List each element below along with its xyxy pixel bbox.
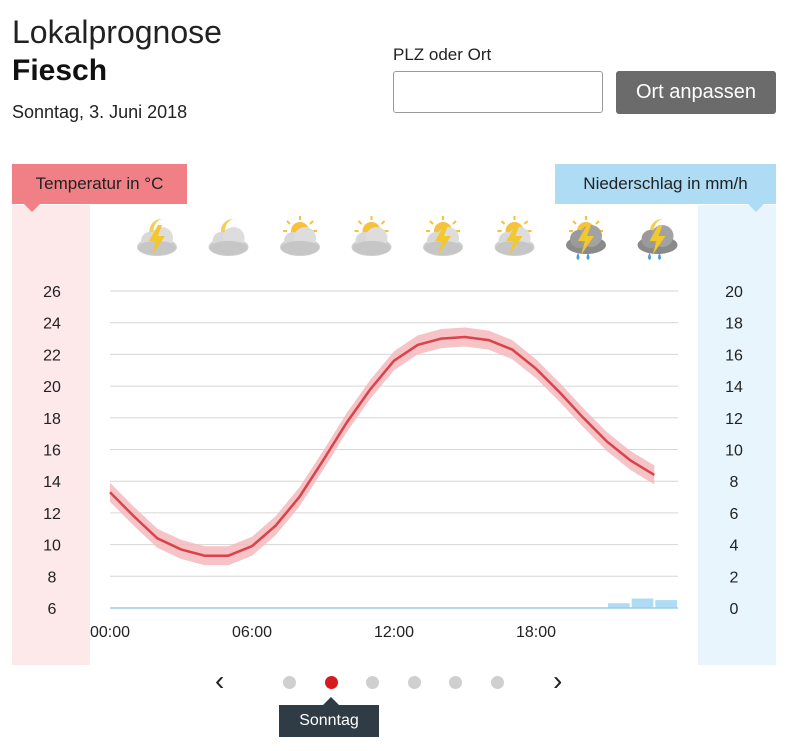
sun-cloud-thunder-icon <box>494 215 535 256</box>
temperature-tick-label: 6 <box>48 601 57 618</box>
precipitation-bar <box>631 598 654 608</box>
time-tick-labels: 00:00 06:00 12:00 18:00 <box>90 624 556 641</box>
sun-cloud-icon <box>351 215 392 256</box>
temperature-tick-label: 22 <box>43 347 61 364</box>
precipitation-bars <box>608 598 677 608</box>
sun-cloud-icon <box>280 215 320 256</box>
precipitation-tick-label: 8 <box>730 474 739 491</box>
day-dot[interactable] <box>449 676 462 689</box>
night-cloud-icon <box>208 218 249 256</box>
temperature-tick-labels: 26 24 22 20 18 16 14 12 10 8 6 <box>43 284 61 618</box>
precipitation-bar <box>608 603 630 608</box>
temperature-range-band <box>110 327 655 566</box>
location-name: Fiesch <box>12 54 108 87</box>
time-tick-label: 12:00 <box>374 624 414 641</box>
time-tick-label: 06:00 <box>232 624 272 641</box>
precipitation-tick-label: 12 <box>725 411 743 428</box>
day-dot[interactable] <box>407 676 421 689</box>
ort-anpassen-button[interactable]: Ort anpassen <box>616 71 776 114</box>
day-tooltip-pointer <box>323 697 339 705</box>
chart-gridlines <box>110 290 678 577</box>
time-tick-label: 00:00 <box>90 624 130 641</box>
prev-day-arrow[interactable]: ‹ <box>215 665 225 696</box>
temperature-line <box>109 335 655 557</box>
day-dot[interactable] <box>324 676 338 689</box>
precipitation-tick-label: 20 <box>725 284 743 301</box>
precipitation-tick-label: 6 <box>730 506 739 523</box>
precipitation-axis-tag: Niederschlag in mm/h <box>555 164 776 204</box>
precipitation-tag-pointer <box>748 204 764 212</box>
temperature-tick-label: 8 <box>48 569 57 586</box>
night-cloud-thunder-rain-icon <box>637 218 678 260</box>
temperature-tick-label: 18 <box>43 411 61 428</box>
temperature-axis-band <box>12 205 90 665</box>
temperature-tick-label: 10 <box>43 538 61 555</box>
day-dot[interactable] <box>283 676 296 689</box>
precipitation-tick-label: 16 <box>725 347 743 364</box>
precipitation-tick-label: 4 <box>730 538 739 555</box>
precipitation-tick-label: 2 <box>730 569 739 586</box>
temperature-tick-label: 26 <box>43 284 61 301</box>
temperature-tick-label: 12 <box>43 506 61 523</box>
temperature-axis-tag: Temperatur in °C <box>12 164 187 204</box>
temperature-tag-pointer <box>24 204 40 212</box>
sun-cloud-thunder-icon <box>423 215 463 256</box>
precipitation-tick-label: 0 <box>730 601 739 618</box>
night-cloud-thunder-icon <box>137 218 177 256</box>
temperature-tick-label: 24 <box>43 316 61 333</box>
forecast-date: Sonntag, 3. Juni 2018 <box>12 102 188 122</box>
day-tooltip: Sonntag <box>279 705 379 737</box>
temperature-tick-label: 16 <box>43 443 61 460</box>
plz-label: PLZ oder Ort <box>393 45 492 64</box>
precipitation-axis-band <box>698 205 776 665</box>
next-day-arrow[interactable]: › <box>553 665 563 696</box>
precipitation-tick-label: 14 <box>725 379 743 396</box>
weather-icon-row <box>137 215 678 260</box>
day-dot[interactable] <box>366 676 379 689</box>
sun-cloud-thunder-rain-icon <box>566 215 606 260</box>
plz-input[interactable] <box>393 71 603 113</box>
time-tick-label: 18:00 <box>516 624 556 641</box>
precipitation-bar <box>655 600 677 608</box>
precipitation-tick-label: 18 <box>725 316 743 333</box>
page-title: Lokalprognose <box>12 14 222 50</box>
precipitation-tick-label: 10 <box>725 443 743 460</box>
temperature-tick-label: 20 <box>43 379 61 396</box>
day-dot[interactable] <box>490 676 504 689</box>
temperature-tick-label: 14 <box>43 474 61 491</box>
